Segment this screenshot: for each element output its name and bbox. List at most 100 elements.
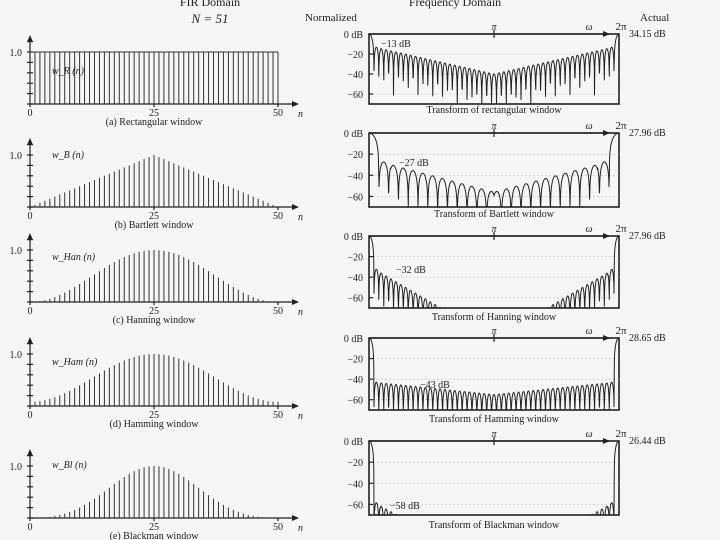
x-axis-label: n	[298, 411, 303, 422]
x-tick-label: 2π	[615, 223, 627, 235]
panel-caption: Transform of Hanning window	[432, 312, 557, 323]
x-tick-label: 25	[149, 410, 159, 421]
x-tick-label: 50	[273, 410, 283, 421]
time-panel-blackman: 1.0 w_Bl (n) 0 25 50 n (e) Blackman window	[10, 449, 303, 540]
y-tick-label: −40	[347, 70, 363, 81]
freq-panel-2: 0 dB −20 −40 −60 π ω 2π −27 dB 27.96 dB Transform…	[344, 120, 666, 220]
y-tick-label: 0 dB	[344, 437, 364, 448]
actual-db-label: 27.96 dB	[629, 231, 666, 242]
panel-caption: Transform of Bartlett window	[434, 209, 555, 220]
y-tick-label: −20	[347, 355, 363, 366]
y-tick-label: −20	[347, 458, 363, 469]
x-axis-arrow	[292, 101, 299, 107]
x-axis-label: n	[298, 307, 303, 318]
x-tick-label: π	[491, 429, 497, 440]
freq-panel-5: 0 dB −20 −40 −60 π ω 2π −58 dB 26.44 dB Transform…	[344, 428, 666, 531]
right-title: Frequency Domain	[409, 0, 501, 9]
panel-caption: (a) Rectangular window	[106, 117, 203, 128]
freq-panel-1: 0 dB −20 −40 −60 π ω 2π −13 dB 34.15 dB Transform…	[344, 21, 666, 116]
freq-axis-arrow	[603, 130, 610, 136]
y-tick-label: −20	[347, 50, 363, 61]
plots: 1.0w_R (n)0 25 50 n(a) Rectangular window1.…	[10, 21, 667, 540]
x-tick-label: 50	[273, 211, 283, 222]
panel-caption: (b) Bartlett window	[115, 220, 195, 231]
y-axis-arrow	[27, 337, 33, 344]
x-tick-label: 2π	[615, 428, 627, 440]
normalized-label: Normalized	[305, 12, 357, 24]
y-tick-label: −20	[347, 150, 363, 161]
x-tick-label: 2π	[615, 21, 627, 33]
panel-caption: (d) Hamming window	[110, 419, 200, 430]
y-tick-label: −60	[347, 90, 363, 101]
x-tick-label: ω	[585, 326, 592, 337]
x-axis-label: n	[298, 212, 303, 223]
x-tick-label: 0	[28, 108, 33, 119]
y-axis-label: w_Bl (n)	[52, 460, 87, 471]
y-tick-label: −60	[347, 500, 363, 511]
panel-caption: (e) Blackman window	[110, 531, 200, 540]
left-subtitle: N = 51	[191, 11, 229, 26]
time-panel-hamming: 1.0 w_Ham (n) 0 25 50 n (d) Hamming window	[10, 337, 303, 430]
sidelobe-label: −58 dB	[390, 501, 420, 512]
x-tick-label: 2π	[615, 120, 627, 132]
time-panel-bartlett: 1.0 w_B (n) 0 25 50 n (b) Bartlett window	[10, 138, 303, 231]
y-axis-arrow	[27, 138, 33, 145]
x-axis-label: n	[298, 523, 303, 534]
y-axis-arrow	[27, 35, 33, 42]
actual-db-label: 34.15 dB	[629, 29, 666, 40]
freq-axis-arrow	[603, 31, 610, 37]
x-tick-label: π	[491, 224, 497, 235]
y-tick-label: 1.0	[10, 48, 23, 59]
y-axis-label: w_R (n)	[52, 66, 85, 77]
y-axis-label: w_Han (n)	[52, 252, 96, 263]
actual-db-label: 26.44 dB	[629, 436, 666, 447]
x-tick-label: 25	[149, 108, 159, 119]
left-title: FIR Domain	[180, 0, 240, 9]
y-tick-label: 0 dB	[344, 334, 364, 345]
sidelobe-label: −13 dB	[381, 39, 411, 50]
x-tick-label: 50	[273, 108, 283, 119]
panel-caption: Transform of Hamming window	[429, 414, 560, 425]
x-tick-label: 25	[149, 306, 159, 317]
magnitude-response-curve	[369, 440, 619, 516]
x-tick-label: 2π	[615, 325, 627, 337]
x-axis-arrow	[292, 403, 299, 409]
y-axis-arrow	[27, 449, 33, 456]
y-tick-label: −60	[347, 396, 363, 407]
panel-caption: Transform of rectangular window	[427, 105, 563, 116]
x-tick-label: ω	[585, 429, 592, 440]
x-tick-label: 0	[28, 522, 33, 533]
x-tick-label: ω	[585, 22, 592, 33]
y-tick-label: 0 dB	[344, 129, 364, 140]
freq-panel-4: 0 dB −20 −40 −60 π ω 2π −43 dB 28.65 dB Transform…	[344, 325, 666, 425]
freq-panel-3: 0 dB −20 −40 −60 π ω 2π −32 dB 27.96 dB Transform…	[344, 223, 666, 323]
y-tick-label: −40	[347, 273, 363, 284]
actual-label: Actual	[640, 12, 669, 24]
x-tick-label: 0	[28, 306, 33, 317]
magnitude-response-curve	[369, 33, 619, 105]
x-tick-label: 50	[273, 306, 283, 317]
y-tick-label: 1.0	[10, 151, 23, 162]
x-tick-label: 25	[149, 522, 159, 533]
freq-axis-arrow	[603, 438, 610, 444]
time-panel-rectangular: 1.0 w_R (n) 0 25 50 n (a) Rectangular window	[10, 35, 303, 128]
sidelobe-label: −32 dB	[396, 265, 426, 276]
x-tick-label: 0	[28, 410, 33, 421]
x-axis-arrow	[292, 515, 299, 521]
x-axis-label: n	[298, 109, 303, 120]
time-panel-hanning: 1.0 w_Han (n) 0 25 50 n (c) Hanning window	[10, 233, 303, 326]
y-tick-label: 0 dB	[344, 232, 364, 243]
sidelobe-label: −27 dB	[399, 158, 429, 169]
figure-header: FIR Domain N = 51 Frequency Domain Norma…	[180, 0, 670, 26]
y-tick-label: −40	[347, 479, 363, 490]
x-tick-label: π	[491, 326, 497, 337]
actual-db-label: 28.65 dB	[629, 333, 666, 344]
freq-axis-arrow	[603, 335, 610, 341]
x-tick-label: 50	[273, 522, 283, 533]
y-tick-label: 0 dB	[344, 30, 364, 41]
y-tick-label: −60	[347, 294, 363, 305]
y-tick-label: 1.0	[10, 350, 23, 361]
panel-caption: (c) Hanning window	[113, 315, 197, 326]
plot-frame	[368, 337, 620, 411]
